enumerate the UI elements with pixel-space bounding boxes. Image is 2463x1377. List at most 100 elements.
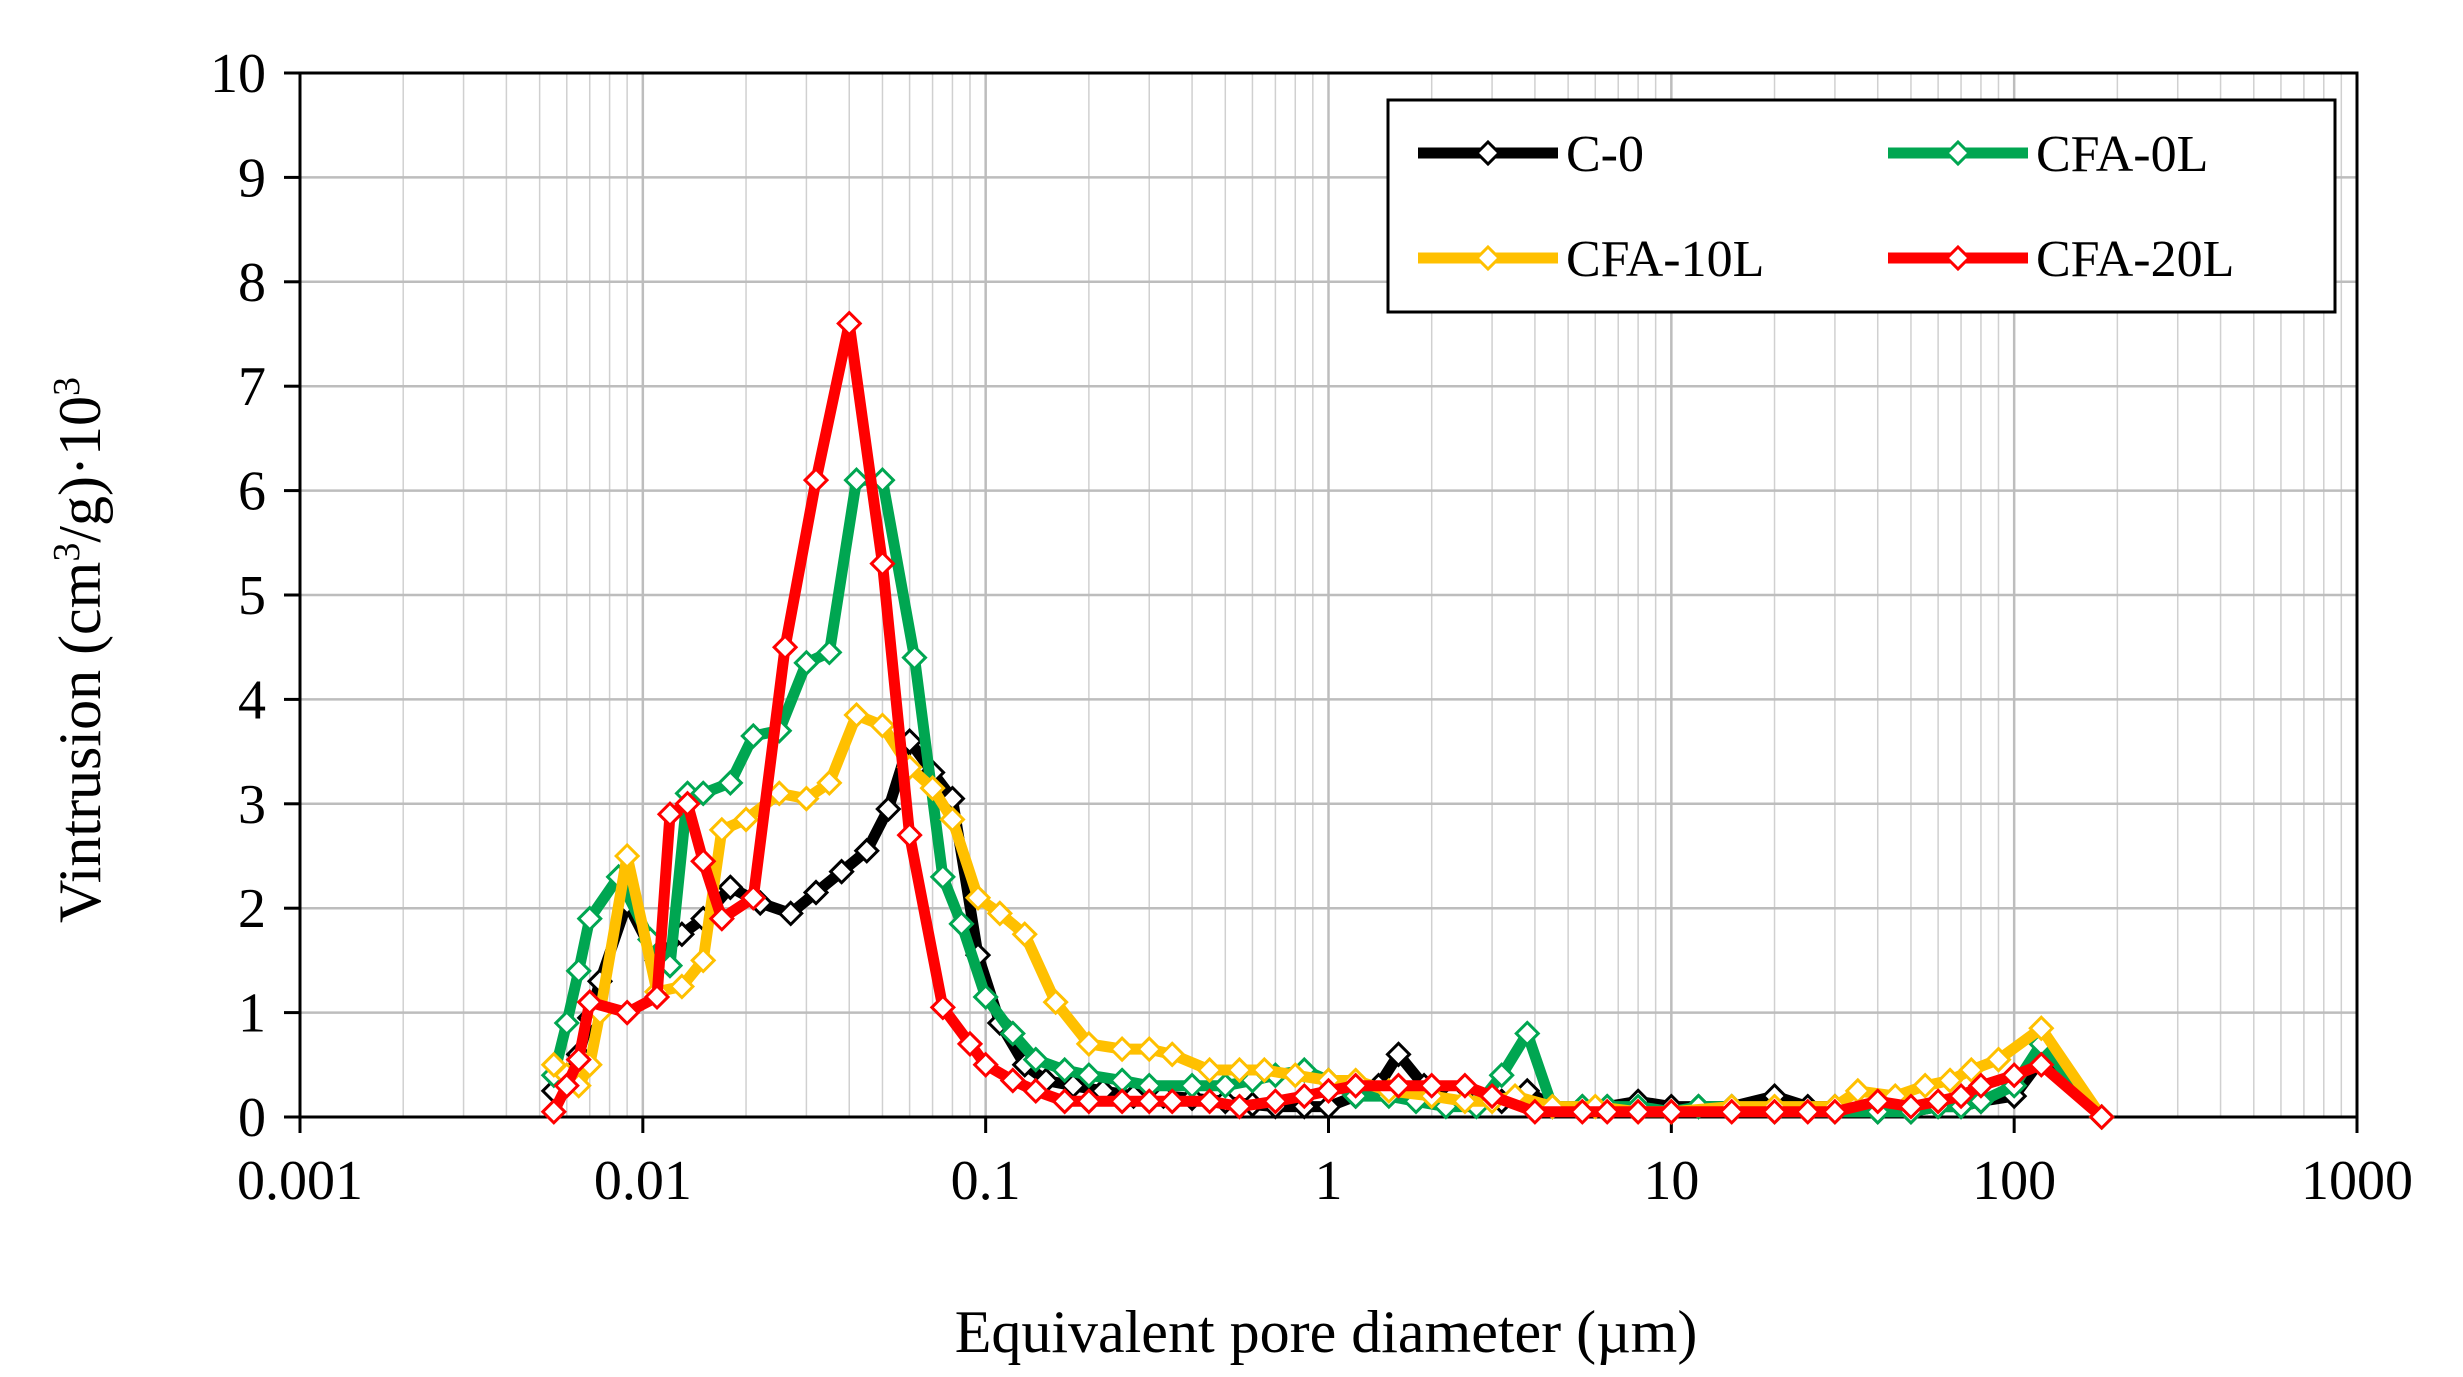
data-point-c-0 [828,858,855,885]
data-point-cfa-20l [1136,1088,1163,1115]
data-point-cfa-10l [1985,1046,2012,1073]
data-point-cfa-20l [1262,1088,1289,1115]
data-point-cfa-20l [1315,1077,1342,1105]
data-point-cfa-10l [1136,1036,1163,1063]
y-axis-title-sup2: 3 [46,377,88,396]
data-point-cfa-0l [1514,1020,1541,1047]
data-point-cfa-20l [1226,1093,1253,1120]
data-point-cfa-20l [1658,1098,1685,1125]
data-point-cfa-0l [843,467,870,494]
data-point-cfa-20l [1051,1088,1078,1115]
data-point-cfa-20l [929,994,956,1021]
data-point-c-0 [1315,1093,1342,1120]
data-point-cfa-0l [972,983,999,1011]
data-point-cfa-20l [972,1051,999,1078]
data-point-cfa-0l [1075,1062,1102,1089]
data-point-cfa-0l [793,649,820,676]
data-point-cfa-10l [1912,1072,1939,1099]
legend-label: CFA-0L [2036,126,2208,183]
data-point-cfa-20l [771,634,799,661]
data-point-cfa-20l [1108,1088,1136,1115]
legend-marker [1474,139,1502,167]
data-point-c-0 [853,837,880,864]
y-tick-label: 10 [210,43,266,105]
x-tick-label: 0.001 [237,1150,363,1212]
data-point-cfa-20l [1521,1098,1549,1125]
y-tick-label: 5 [238,565,266,627]
data-point-cfa-10l [843,701,870,729]
data-point-cfa-20l [1342,1072,1369,1099]
x-tick-label: 0.1 [951,1150,1021,1212]
data-point-cfa-10l [1075,1030,1102,1058]
data-point-cfa-20l [999,1067,1026,1094]
data-point-cfa-20l [553,1072,580,1099]
data-point-cfa-20l [1864,1088,1891,1115]
x-tick-label: 1 [1315,1150,1343,1212]
data-point-cfa-10l [668,973,696,1000]
data-point-cfa-10l [1451,1088,1479,1115]
data-point-cfa-20l [1624,1098,1652,1125]
data-point-cfa-0l [690,780,717,807]
data-point-cfa-20l [740,884,767,911]
data-point-cfa-10l [1936,1067,1964,1094]
data-point-cfa-20l [2028,1051,2055,1078]
data-point-cfa-20l [2001,1062,2028,1089]
data-point-cfa-10l [1042,989,1069,1016]
data-point-cfa-20l [1569,1098,1596,1125]
data-point-cfa-10l [869,712,896,739]
data-point-cfa-20l [1967,1072,1995,1099]
x-tick-label: 100 [1972,1150,2056,1212]
data-point-cfa-0l [1051,1056,1078,1084]
y-tick-label: 0 [238,1087,266,1149]
data-point-cfa-20l [1924,1088,1952,1115]
data-point-cfa-20l [1418,1072,1445,1099]
legend-item-cfa-10l: CFA-10L [1418,231,1764,288]
data-point-cfa-20l [2088,1103,2115,1131]
x-tick-label: 10 [1643,1150,1699,1212]
legend-box [1386,98,2337,314]
y-tick-label: 6 [238,461,266,523]
data-point-cfa-0l [740,722,767,750]
data-point-c-0 [777,900,804,927]
y-tick-label: 1 [238,983,266,1045]
data-point-cfa-20l [708,905,735,932]
data-point-cfa-10l [1011,921,1038,948]
y-tick-label: 7 [238,356,266,418]
data-point-cfa-0l [929,863,956,891]
y-axis-title-sup1: 3 [46,543,88,562]
legend-label: CFA-20L [2036,231,2234,288]
data-point-cfa-20l [1947,1082,1975,1110]
legend-marker [1944,244,1972,272]
data-point-cfa-10l [1226,1056,1253,1084]
y-tick-label: 4 [238,669,266,731]
data-point-cfa-10l [1251,1056,1278,1084]
legend: C-0 CFA-0L CFA-10L CFA-20L [1386,98,2337,314]
legend-label: CFA-10L [1566,231,1764,288]
data-point-cfa-0l [565,957,592,984]
data-point-cfa-20l [896,821,923,849]
x-axis-title: Equivalent pore diameter (µm) [955,1299,1698,1365]
legend-item-cfa-0l: CFA-0L [1888,126,2208,183]
data-point-cfa-10l [2028,1015,2055,1042]
data-point-cfa-10l [919,775,946,802]
legend-label: C-0 [1566,126,1644,183]
data-point-cfa-10l [1196,1056,1223,1084]
data-point-c-0 [1385,1041,1412,1068]
data-point-cfa-0l [717,769,744,797]
data-point-cfa-20l [1718,1098,1745,1125]
x-tick-label: 1000 [2301,1150,2413,1212]
data-point-cfa-20l [1761,1098,1788,1125]
data-point-cfa-10l [1958,1056,1985,1084]
data-point-cfa-20l [1451,1072,1479,1099]
data-point-cfa-10l [732,806,760,833]
data-point-cfa-0l [1022,1046,1049,1073]
data-point-cfa-10l [708,816,735,844]
data-point-cfa-10l [690,947,717,974]
legend-item-c-0: C-0 [1418,126,1644,183]
legend-marker [1944,139,1972,167]
data-point-c-0 [802,879,830,906]
data-point-cfa-20l [614,999,641,1026]
data-point-cfa-20l [1897,1093,1925,1120]
legend-marker [1474,244,1502,272]
data-point-cfa-10l [986,900,1013,927]
